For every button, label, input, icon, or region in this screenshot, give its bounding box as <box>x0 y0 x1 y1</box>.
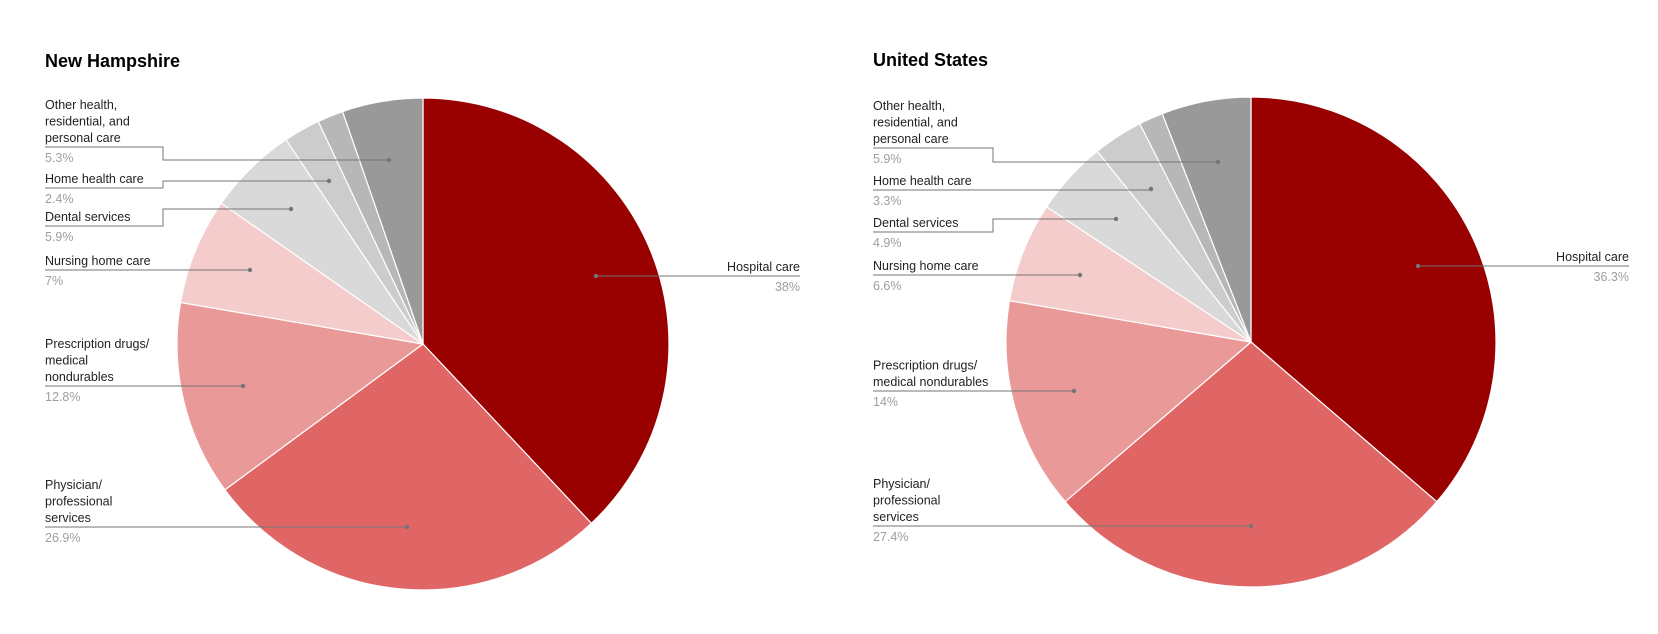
leader-line <box>873 147 1218 163</box>
label-value: 14% <box>873 395 898 409</box>
label-text: professional <box>45 495 112 509</box>
label-value: 4.9% <box>873 236 902 250</box>
leader-dot <box>247 267 253 273</box>
pie-slice-nursing-home-care <box>179 202 424 345</box>
slice-label-hospital-care: Hospital care 38% <box>593 260 800 294</box>
slice-label-other-health-residential-and-personal-care: Other health, residential, and personal ca… <box>873 99 1221 166</box>
pie-slice-prescription-drugs-medical-nondurables <box>176 301 425 491</box>
label-text: residential, and <box>45 115 130 129</box>
label-value: 5.9% <box>45 230 74 244</box>
leader-line <box>45 146 389 161</box>
label-text: Nursing home care <box>45 254 151 268</box>
label-text: Physician/ <box>45 478 102 492</box>
pie-slice-other-health-residential-and-personal-care <box>1161 96 1252 343</box>
label-text: personal care <box>45 131 121 145</box>
label-value: 2.4% <box>45 192 74 206</box>
label-value: 5.9% <box>873 152 902 166</box>
leader-line <box>873 218 1116 233</box>
leader-dot <box>1077 272 1083 278</box>
label-text: Hospital care <box>1556 250 1629 264</box>
label-text: Other health, <box>873 99 945 113</box>
slice-label-nursing-home-care: Nursing home care 6.6% <box>873 259 1083 293</box>
chart-title: United States <box>873 50 988 70</box>
leader-dot <box>404 524 410 530</box>
slice-label-physician-professional-services: Physician/professional services 26.9% <box>45 478 410 545</box>
label-text: Prescription drugs/ <box>873 359 978 373</box>
label-text: Prescription drugs/ <box>45 337 150 351</box>
slice-label-home-health-care: Home health care 3.3% <box>873 174 1154 208</box>
leader-dot <box>1113 216 1119 222</box>
label-text: personal care <box>873 132 949 146</box>
label-value: 3.3% <box>873 194 902 208</box>
label-text: Dental services <box>45 210 130 224</box>
label-value: 36.3% <box>1594 270 1629 284</box>
slice-label-dental-services: Dental services 4.9% <box>873 216 1119 250</box>
label-text: Other health, <box>45 98 117 112</box>
label-text: Nursing home care <box>873 259 979 273</box>
label-text: Home health care <box>45 172 144 186</box>
chart-title: New Hampshire <box>45 51 180 71</box>
label-text: Dental services <box>873 216 958 230</box>
label-value: 38% <box>775 280 800 294</box>
label-value: 7% <box>45 274 63 288</box>
pie-slice-hospital-care <box>1250 96 1497 503</box>
label-text: Hospital care <box>727 260 800 274</box>
leader-dot <box>386 157 392 163</box>
label-text: residential, and <box>873 116 958 130</box>
label-text: nondurables <box>45 370 114 384</box>
pie-chart-new-hampshire: New Hampshire Hospital care 38% Physician/… <box>45 51 800 591</box>
pie-chart-united-states: United States Hospital care 36.3% Physicia… <box>873 50 1629 588</box>
label-text: medical nondurables <box>873 375 988 389</box>
label-text: professional <box>873 494 940 508</box>
label-value: 27.4% <box>873 530 908 544</box>
leader-dot <box>240 383 246 389</box>
pie-slice-prescription-drugs-medical-nondurables <box>1005 299 1253 503</box>
label-text: medical <box>45 354 88 368</box>
label-text: Physician/ <box>873 477 930 491</box>
slice-label-nursing-home-care: Nursing home care 7% <box>45 254 253 288</box>
label-value: 26.9% <box>45 531 80 545</box>
leader-line <box>45 208 291 227</box>
leader-dot <box>1415 263 1421 269</box>
leader-dot <box>593 273 599 279</box>
labels: Hospital care 38% Physician/professional se… <box>45 98 800 545</box>
leader-dot <box>288 206 294 212</box>
pie-slice-hospital-care <box>422 97 670 525</box>
label-text: services <box>873 510 919 524</box>
label-text: Home health care <box>873 174 972 188</box>
slice-label-other-health-residential-and-personal-care: Other health, residential, and personal ca… <box>45 98 392 165</box>
slice-label-dental-services: Dental services 5.9% <box>45 206 294 244</box>
slices <box>1005 96 1497 588</box>
label-value: 6.6% <box>873 279 902 293</box>
label-value: 12.8% <box>45 390 80 404</box>
leader-dot <box>326 178 332 184</box>
leader-dot <box>1148 186 1154 192</box>
pie-slice-physician-professional-services <box>224 343 593 591</box>
slice-label-prescription-drugs-medical-nondurables: Prescription drugs/medical nondurables 14… <box>873 359 1077 409</box>
slices <box>176 97 670 591</box>
slice-label-home-health-care: Home health care 2.4% <box>45 172 332 206</box>
leader-dot <box>1071 388 1077 394</box>
leader-dot <box>1215 159 1221 165</box>
slice-label-hospital-care: Hospital care 36.3% <box>1415 250 1629 284</box>
slice-label-physician-professional-services: Physician/professional services 27.4% <box>873 477 1254 544</box>
leader-line <box>45 180 329 189</box>
labels: Hospital care 36.3% Physician/professional… <box>873 99 1629 544</box>
slice-label-prescription-drugs-medical-nondurables: Prescription drugs/medical nondurables 12.… <box>45 337 246 404</box>
label-text: services <box>45 511 91 525</box>
label-value: 5.3% <box>45 151 74 165</box>
leader-dot <box>1248 523 1254 529</box>
